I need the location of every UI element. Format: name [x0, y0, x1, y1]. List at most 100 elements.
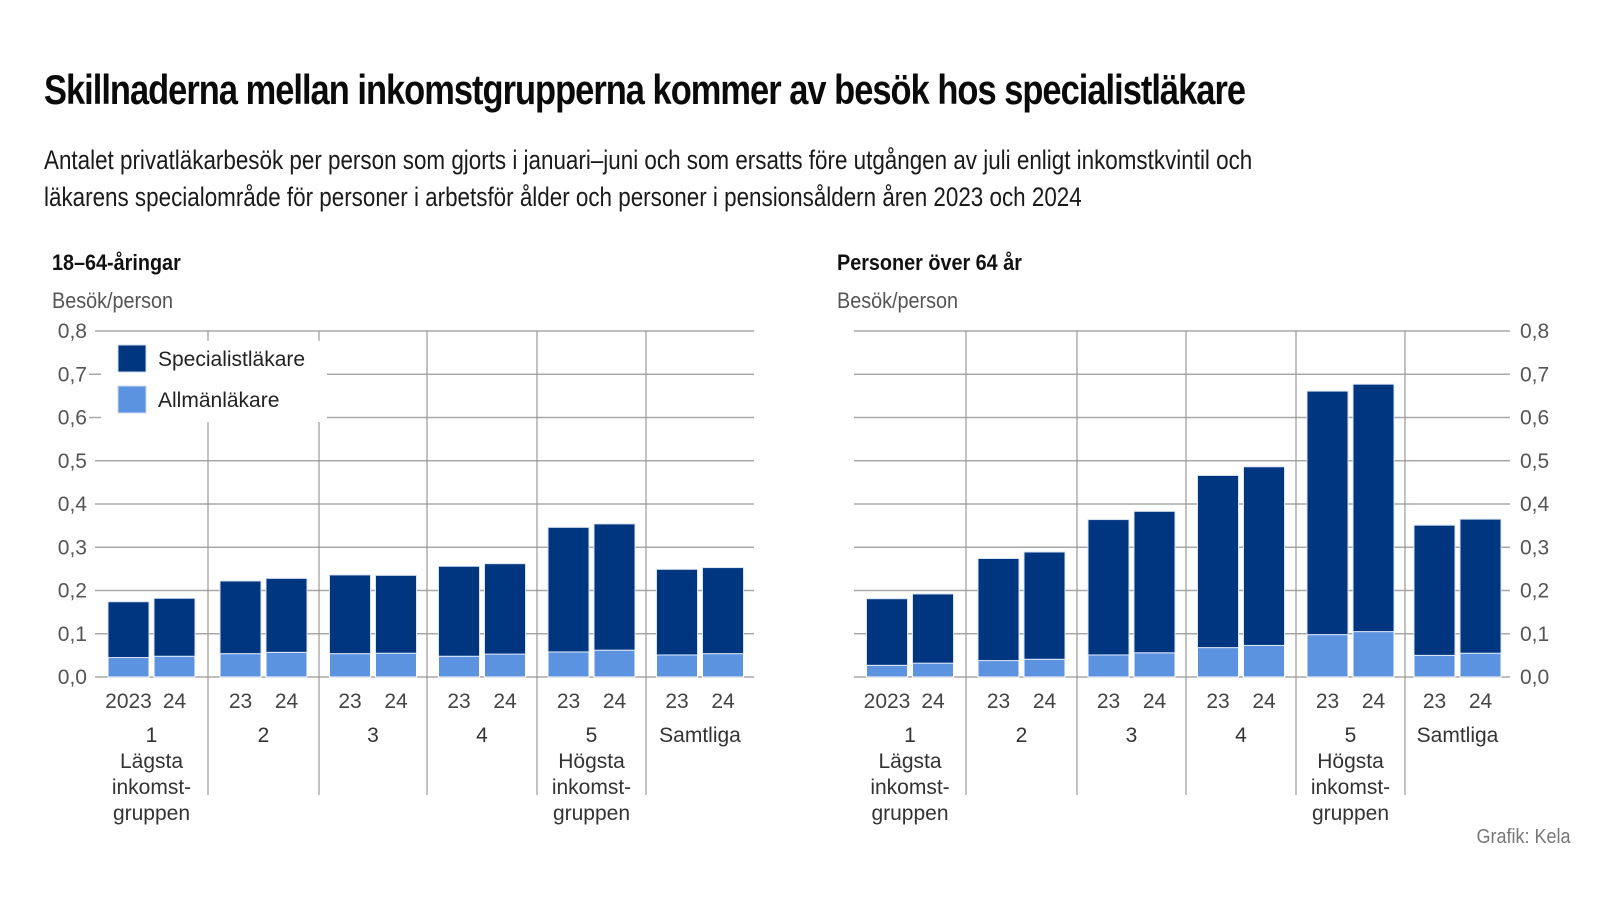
- bar-segment-allmanlakare: [593, 649, 636, 678]
- bar-segment-allmanlakare: [1133, 652, 1176, 678]
- x-category-label: 3: [367, 724, 379, 747]
- legend: Specialistläkare Allmänläkare: [117, 344, 305, 414]
- bar-segment-specialistlakare: [1243, 466, 1285, 646]
- x-year-label: 2023: [105, 690, 152, 713]
- credit-text: Grafik: Kela: [1475, 826, 1570, 848]
- x-year-label: 24: [921, 690, 945, 713]
- y-tick-label: 0,8: [58, 320, 87, 343]
- bar-segment-allmanlakare: [219, 653, 262, 678]
- y-tick-label: 0,0: [58, 666, 87, 689]
- x-year-label: 24: [163, 690, 187, 713]
- x-category-label: gruppen: [553, 802, 630, 825]
- bar-segment-specialistlakare: [547, 526, 590, 653]
- x-year-label: 24: [711, 690, 735, 713]
- x-category-label: inkomst-: [552, 776, 631, 799]
- x-year-label: 23: [1097, 690, 1120, 713]
- bar-segment-specialistlakare: [1352, 383, 1395, 633]
- x-category-label: 5: [1345, 724, 1357, 747]
- bar-segment-specialistlakare: [107, 601, 150, 659]
- bar-segment-allmanlakare: [107, 657, 150, 678]
- y-tick-label: 0,1: [1520, 623, 1549, 646]
- x-year-label: 23: [1316, 690, 1339, 713]
- bar-segment-specialistlakare: [1413, 524, 1456, 656]
- x-year-label: 24: [493, 690, 517, 713]
- x-year-label: 23: [229, 690, 252, 713]
- bar-segment-specialistlakare: [702, 567, 744, 655]
- x-category-label: 1: [146, 724, 158, 747]
- y-tick-label: 0,6: [1520, 407, 1549, 430]
- y-axis-unit-right: Besök/person: [837, 288, 959, 313]
- bar-segment-allmanlakare: [656, 654, 698, 678]
- x-category-label: Högsta: [558, 750, 625, 773]
- bar-segment-specialistlakare: [265, 577, 308, 653]
- bar-segment-allmanlakare: [265, 651, 308, 678]
- x-category-label: 4: [1235, 724, 1247, 747]
- bar-segment-allmanlakare: [1197, 647, 1239, 678]
- y-tick-label: 0,1: [58, 623, 87, 646]
- x-year-label: 24: [1252, 690, 1276, 713]
- x-category-label: 4: [476, 724, 488, 747]
- bar-segment-allmanlakare: [977, 660, 1020, 678]
- bar-segment-specialistlakare: [329, 574, 371, 655]
- bar-segment-allmanlakare: [1413, 654, 1456, 678]
- bar-segment-allmanlakare: [153, 655, 196, 678]
- x-category-label: 2: [1016, 724, 1028, 747]
- x-year-label: 24: [1469, 690, 1493, 713]
- x-category-label: Lägsta: [878, 750, 941, 773]
- bar-segment-specialistlakare: [977, 557, 1020, 662]
- y-tick-label: 0,8: [1520, 320, 1549, 343]
- legend-swatch-specialistlakare: [117, 344, 147, 373]
- x-year-label: 24: [275, 690, 299, 713]
- bar-segment-allmanlakare: [484, 653, 526, 678]
- x-category-label: gruppen: [1312, 802, 1389, 825]
- bar-segment-specialistlakare: [1087, 519, 1130, 656]
- bar-segment-specialistlakare: [484, 563, 526, 655]
- x-year-label: 24: [384, 690, 408, 713]
- x-category-label: inkomst-: [112, 776, 191, 799]
- bar-segment-allmanlakare: [866, 664, 908, 678]
- x-category-label: inkomst-: [870, 776, 949, 799]
- x-category-label: gruppen: [113, 802, 190, 825]
- bar-segment-allmanlakare: [375, 652, 417, 678]
- chart-title: Skillnaderna mellan inkomstgrupperna kom…: [44, 66, 1246, 113]
- legend-label-allmanlakare: Allmänläkare: [158, 389, 279, 412]
- bar-segment-allmanlakare: [912, 662, 954, 678]
- x-year-label: 24: [1033, 690, 1057, 713]
- chart-subtitle: Antalet privatläkarbesök per person som …: [44, 142, 1455, 216]
- x-category-label: gruppen: [871, 802, 948, 825]
- panel-title-working-age: 18–64-åringar: [52, 250, 181, 275]
- x-year-label: 23: [338, 690, 361, 713]
- x-year-label: 24: [1362, 690, 1386, 713]
- x-category-label: 5: [586, 724, 598, 747]
- bar-segment-specialistlakare: [1197, 474, 1239, 649]
- bar-segment-allmanlakare: [1306, 634, 1349, 678]
- y-tick-label: 0,2: [1520, 580, 1549, 603]
- x-year-label: 23: [1423, 690, 1446, 713]
- x-category-label: Samtliga: [1417, 724, 1499, 747]
- x-year-label: 23: [1206, 690, 1229, 713]
- legend-swatch-allmanlakare: [117, 385, 147, 414]
- x-year-label: 24: [1143, 690, 1167, 713]
- panel-title-over-64: Personer över 64 år: [837, 250, 1022, 275]
- y-tick-label: 0,2: [58, 580, 87, 603]
- bar-segment-allmanlakare: [1087, 654, 1130, 678]
- x-year-label: 23: [447, 690, 470, 713]
- bar-segment-specialistlakare: [1459, 518, 1502, 654]
- y-tick-label: 0,6: [58, 407, 87, 430]
- bar-segment-allmanlakare: [547, 651, 590, 678]
- bar-segment-allmanlakare: [329, 653, 371, 678]
- x-category-label: inkomst-: [1311, 776, 1390, 799]
- x-category-label: Högsta: [1317, 750, 1384, 773]
- bar-segment-allmanlakare: [438, 655, 480, 678]
- bar-segment-specialistlakare: [375, 574, 417, 654]
- bar-segment-specialistlakare: [438, 565, 480, 657]
- y-tick-label: 0,5: [1520, 450, 1549, 473]
- y-axis-unit-left: Besök/person: [52, 288, 174, 313]
- bar-segment-allmanlakare: [1243, 644, 1285, 678]
- bar-segment-specialistlakare: [866, 598, 908, 666]
- bar-segment-specialistlakare: [153, 597, 196, 657]
- x-year-label: 2023: [864, 690, 911, 713]
